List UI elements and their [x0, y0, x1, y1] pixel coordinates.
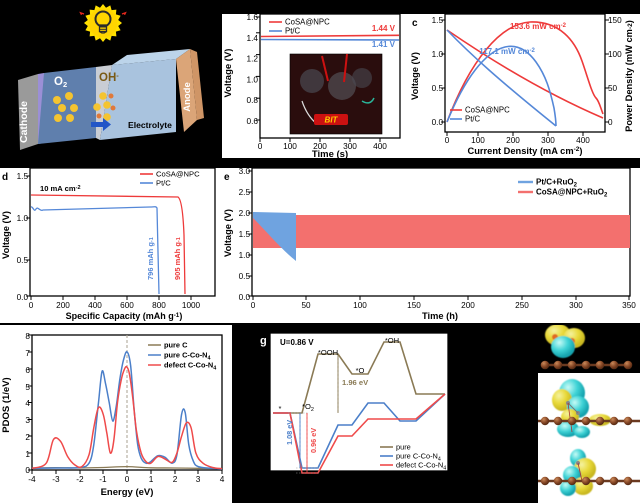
svg-text:905 mAh g-1: 905 mAh g-1 — [173, 237, 182, 280]
svg-text:-3: -3 — [52, 474, 60, 484]
svg-text:-2: -2 — [76, 474, 84, 484]
svg-text:*: * — [279, 404, 282, 413]
svg-text:350: 350 — [622, 301, 636, 310]
svg-text:100: 100 — [353, 301, 367, 310]
svg-text:*OOH: *OOH — [318, 348, 338, 357]
svg-text:100: 100 — [471, 136, 485, 145]
svg-text:c: c — [412, 18, 418, 29]
svg-text:Time (h): Time (h) — [422, 311, 458, 321]
svg-text:Voltage (V): Voltage (V) — [410, 52, 420, 100]
svg-text:117.1 mW cm-2: 117.1 mW cm-2 — [479, 47, 535, 56]
svg-text:200: 200 — [461, 301, 475, 310]
svg-text:CoSA@NPC: CoSA@NPC — [285, 18, 330, 27]
svg-text:0.8: 0.8 — [246, 95, 258, 105]
svg-text:0: 0 — [251, 301, 256, 310]
svg-text:Anode: Anode — [182, 82, 193, 112]
svg-text:0: 0 — [258, 141, 263, 151]
svg-text:150: 150 — [608, 16, 622, 25]
svg-text:CoSA@NPC: CoSA@NPC — [156, 170, 200, 179]
svg-text:250: 250 — [515, 301, 529, 310]
svg-text:50: 50 — [301, 301, 311, 310]
svg-text:PDOS (1/eV): PDOS (1/eV) — [1, 377, 12, 432]
svg-text:1: 1 — [25, 449, 30, 459]
svg-text:200: 200 — [506, 136, 520, 145]
svg-text:150: 150 — [407, 301, 421, 310]
svg-text:1.41 V: 1.41 V — [372, 40, 396, 49]
svg-text:200: 200 — [56, 301, 70, 310]
svg-text:Current Density (mA cm-2): Current Density (mA cm-2) — [468, 146, 583, 156]
svg-text:600: 600 — [120, 301, 134, 310]
svg-text:Pt/C: Pt/C — [285, 27, 301, 36]
svg-text:Reaction Coordination: Reaction Coordination — [304, 480, 406, 491]
svg-text:Electrolyte: Electrolyte — [128, 120, 172, 130]
svg-text:100: 100 — [283, 141, 297, 151]
svg-text:5: 5 — [25, 382, 30, 392]
svg-text:1.08 eV: 1.08 eV — [285, 420, 294, 445]
svg-text:Energy (eV): Energy (eV) — [101, 487, 154, 498]
svg-text:Voltage (V): Voltage (V) — [223, 49, 234, 98]
svg-text:Voltage (V): Voltage (V) — [223, 209, 233, 257]
svg-text:800: 800 — [152, 301, 166, 310]
svg-text:400: 400 — [88, 301, 102, 310]
svg-text:2: 2 — [25, 432, 30, 442]
svg-text:10 mA cm-2: 10 mA cm-2 — [40, 184, 81, 193]
svg-text:-1: -1 — [99, 474, 107, 484]
svg-text:BIT: BIT — [325, 116, 339, 125]
svg-text:1.96 eV: 1.96 eV — [342, 378, 369, 387]
svg-text:1: 1 — [149, 474, 154, 484]
svg-text:1000: 1000 — [182, 301, 201, 310]
svg-text:0.0: 0.0 — [17, 293, 29, 302]
svg-text:50: 50 — [608, 84, 618, 93]
svg-text:Voltage (V): Voltage (V) — [1, 211, 11, 259]
svg-text:U=0.86 V: U=0.86 V — [280, 338, 314, 347]
svg-text:pure: pure — [396, 443, 411, 452]
svg-text:0: 0 — [29, 301, 34, 310]
svg-text:153.6 mW cm-2: 153.6 mW cm-2 — [510, 22, 567, 31]
svg-text:Power Density (mW cm-2): Power Density (mW cm-2) — [624, 20, 634, 132]
svg-text:Free Energy (eV): Free Energy (eV) — [241, 367, 252, 443]
svg-text:*OH: *OH — [385, 336, 399, 345]
svg-text:OH-: OH- — [99, 71, 119, 84]
svg-text:0.96 eV: 0.96 eV — [309, 428, 318, 453]
svg-text:1.44 V: 1.44 V — [372, 24, 396, 33]
svg-text:-4: -4 — [28, 474, 36, 484]
svg-text:300: 300 — [569, 301, 583, 310]
svg-text:1.4: 1.4 — [246, 33, 258, 43]
svg-text:0.0: 0.0 — [239, 293, 251, 302]
svg-text:4: 4 — [220, 474, 225, 484]
svg-text:pure C: pure C — [164, 341, 188, 350]
svg-text:8: 8 — [25, 331, 30, 341]
svg-text:100: 100 — [608, 50, 622, 59]
svg-text:7: 7 — [25, 348, 30, 358]
svg-text:*O: *O — [356, 366, 365, 375]
svg-text:CoSA@NPC: CoSA@NPC — [465, 106, 510, 115]
svg-text:0: 0 — [125, 474, 130, 484]
svg-text:3: 3 — [196, 474, 201, 484]
svg-text:6: 6 — [25, 365, 30, 375]
svg-text:2: 2 — [173, 474, 178, 484]
svg-text:Specific Capacity (mAh g-1): Specific Capacity (mAh g-1) — [66, 311, 183, 321]
svg-text:Pt/C: Pt/C — [465, 115, 481, 124]
svg-text:Cathode: Cathode — [18, 101, 30, 143]
svg-text:Pt/C: Pt/C — [156, 179, 171, 188]
svg-text:796 mAh g-1: 796 mAh g-1 — [146, 237, 155, 280]
svg-text:400: 400 — [373, 141, 387, 151]
svg-text:400: 400 — [576, 136, 590, 145]
svg-text:300: 300 — [541, 136, 555, 145]
svg-text:0: 0 — [445, 136, 450, 145]
svg-text:0.6: 0.6 — [246, 116, 258, 126]
svg-text:d: d — [2, 172, 8, 183]
svg-text:Time (s): Time (s) — [312, 149, 348, 158]
svg-text:e: e — [224, 172, 230, 183]
